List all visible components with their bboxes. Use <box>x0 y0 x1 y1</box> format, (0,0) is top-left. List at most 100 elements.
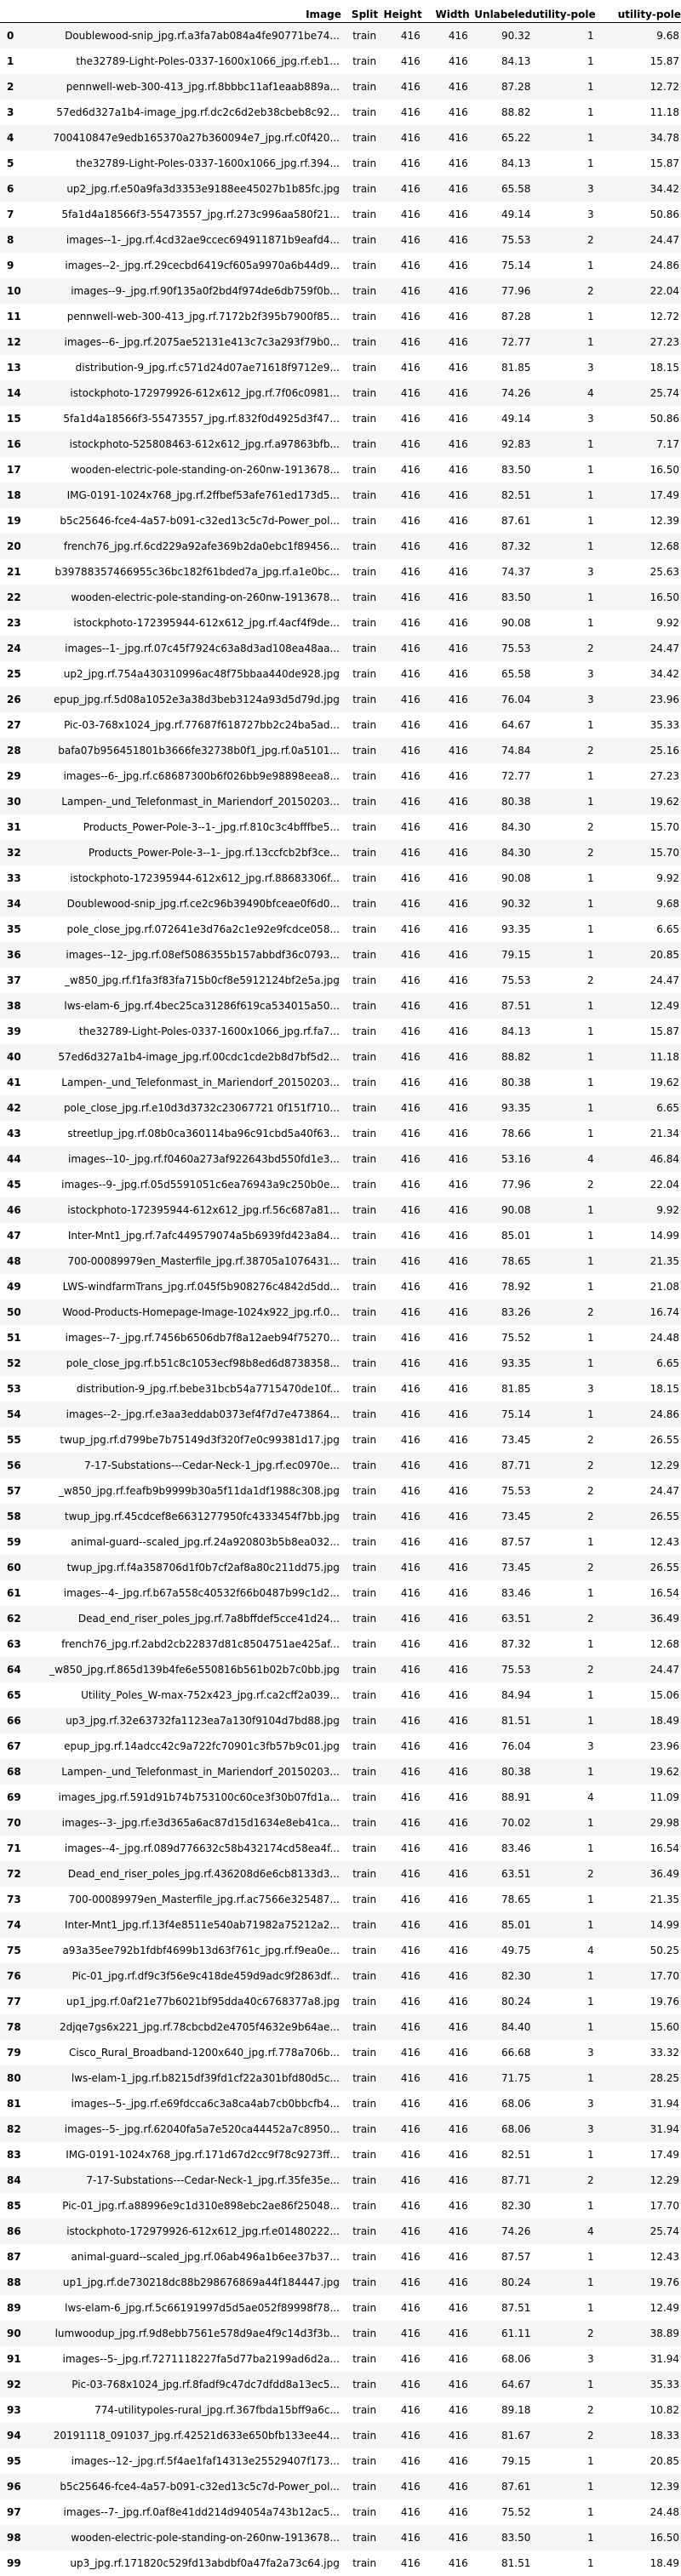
utility-pole-count-cell: 1 <box>532 763 595 789</box>
image-cell: 700410847e9edb165370a27b360094e7_jpg.rf.… <box>30 125 341 151</box>
utility-pole-percent-cell: 16.50 <box>596 2525 681 2550</box>
utility-pole-percent-cell: 15.70 <box>596 814 681 840</box>
unlabeled-cell: 83.46 <box>470 1580 533 1606</box>
split-cell: train <box>341 917 378 942</box>
unlabeled-cell: 87.71 <box>470 2168 533 2193</box>
row-index: 2 <box>0 74 30 100</box>
row-index: 14 <box>0 380 30 406</box>
width-cell: 416 <box>422 227 470 253</box>
width-cell: 416 <box>422 738 470 763</box>
utility-pole-count-cell: 1 <box>532 2270 595 2295</box>
utility-pole-count-cell: 3 <box>532 687 595 712</box>
utility-pole-percent-cell: 18.49 <box>596 2550 681 2576</box>
utility-pole-count-cell: 1 <box>532 1708 595 1734</box>
row-index: 46 <box>0 1197 30 1223</box>
utility-pole-percent-cell: 46.84 <box>596 1146 681 1172</box>
row-index: 4 <box>0 125 30 151</box>
width-cell: 416 <box>422 2499 470 2525</box>
width-cell: 416 <box>422 2065 470 2091</box>
unlabeled-cell: 87.57 <box>470 2244 533 2270</box>
row-index: 21 <box>0 559 30 585</box>
utility-pole-count-cell: 2 <box>532 2397 595 2423</box>
split-cell: train <box>341 1912 378 1938</box>
split-cell: train <box>341 1146 378 1172</box>
row-index: 50 <box>0 1299 30 1325</box>
utility-pole-percent-cell: 35.33 <box>596 712 681 738</box>
utility-pole-percent-cell: 12.43 <box>596 1529 681 1555</box>
image-cell: Lampen-_und_Telefonmast_in_Mariendorf_20… <box>30 789 341 814</box>
utility-pole-percent-cell: 50.86 <box>596 202 681 227</box>
unlabeled-cell: 81.51 <box>470 1708 533 1734</box>
row-index: 7 <box>0 202 30 227</box>
unlabeled-cell: 90.32 <box>470 891 533 917</box>
height-cell: 416 <box>378 712 422 738</box>
unlabeled-cell: 78.92 <box>470 1274 533 1299</box>
utility-pole-count-cell: 3 <box>532 559 595 585</box>
unlabeled-cell: 70.02 <box>470 1810 533 1836</box>
image-cell: epup_jpg.rf.14adcc42c9a722fc70901c3fb57b… <box>30 1734 341 1759</box>
width-cell: 416 <box>422 559 470 585</box>
utility-pole-count-cell: 1 <box>532 2525 595 2550</box>
width-cell: 416 <box>422 2525 470 2550</box>
height-cell: 416 <box>378 942 422 968</box>
height-cell: 416 <box>378 661 422 687</box>
height-cell: 416 <box>378 74 422 100</box>
row-index: 84 <box>0 2168 30 2193</box>
unlabeled-cell: 49.14 <box>470 202 533 227</box>
unlabeled-cell: 68.06 <box>470 2116 533 2142</box>
utility-pole-count-cell: 2 <box>532 1172 595 1197</box>
split-cell: train <box>341 763 378 789</box>
unlabeled-cell: 90.08 <box>470 865 533 891</box>
unlabeled-cell: 80.24 <box>470 2270 533 2295</box>
width-cell: 416 <box>422 202 470 227</box>
utility-pole-count-cell: 2 <box>532 278 595 304</box>
row-index: 3 <box>0 100 30 125</box>
utility-pole-count-cell: 1 <box>532 610 595 636</box>
split-cell: train <box>341 253 378 278</box>
utility-pole-count-cell: 1 <box>532 49 595 74</box>
utility-pole-count-cell: 1 <box>532 483 595 508</box>
row-index: 49 <box>0 1274 30 1299</box>
utility-pole-count-cell: 1 <box>532 585 595 610</box>
split-cell: train <box>341 1989 378 2014</box>
split-cell: train <box>341 2270 378 2295</box>
utility-pole-percent-cell: 11.18 <box>596 1044 681 1070</box>
image-cell: images--7-_jpg.rf.0af8e41dd214d94054a743… <box>30 2499 341 2525</box>
width-cell: 416 <box>422 355 470 380</box>
utility-pole-percent-cell: 21.34 <box>596 1121 681 1146</box>
unlabeled-cell: 77.96 <box>470 1172 533 1197</box>
image-cell: istockphoto-172395944-612x612_jpg.rf.886… <box>30 865 341 891</box>
height-cell: 416 <box>378 1580 422 1606</box>
height-cell: 416 <box>378 1070 422 1095</box>
utility-pole-percent-cell: 24.48 <box>596 1325 681 1351</box>
split-cell: train <box>341 814 378 840</box>
utility-pole-count-cell: 1 <box>532 1095 595 1121</box>
width-cell: 416 <box>422 1121 470 1146</box>
width-cell: 416 <box>422 1351 470 1376</box>
height-cell: 416 <box>378 2372 422 2397</box>
width-cell: 416 <box>422 483 470 508</box>
split-cell: train <box>341 2091 378 2116</box>
utility-pole-count-cell: 3 <box>532 661 595 687</box>
height-cell: 416 <box>378 1938 422 1963</box>
row-index: 87 <box>0 2244 30 2270</box>
height-cell: 416 <box>378 1299 422 1325</box>
height-cell: 416 <box>378 1861 422 1887</box>
unlabeled-cell: 85.01 <box>470 1912 533 1938</box>
split-cell: train <box>341 125 378 151</box>
split-cell: train <box>341 968 378 993</box>
